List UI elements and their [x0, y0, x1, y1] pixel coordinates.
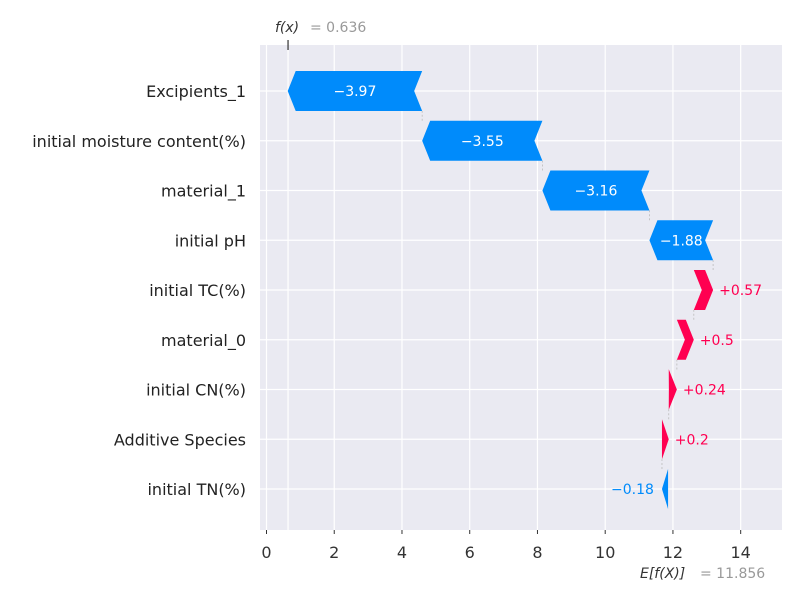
- bar-value-label: +0.5: [700, 333, 734, 349]
- bar-value-label: −3.55: [461, 134, 504, 150]
- connectors: [421, 111, 714, 469]
- x-tick-label: 6: [465, 543, 475, 562]
- waterfall-bar: [649, 220, 714, 261]
- efx-value: = 11.856: [700, 566, 765, 582]
- feature-label: initial CN(%): [146, 381, 246, 400]
- bar-value-label: +0.24: [683, 383, 726, 399]
- feature-label: material_0: [161, 331, 246, 351]
- waterfall-bar: [676, 319, 694, 360]
- x-tick-label: 12: [663, 543, 683, 562]
- feature-label: Excipients_1: [146, 82, 246, 102]
- x-tick-label: 14: [731, 543, 751, 562]
- bar-value-label: +0.2: [675, 432, 709, 448]
- bar-value-label: −3.16: [574, 184, 617, 200]
- x-tick-label: 10: [595, 543, 615, 562]
- feature-label: material_1: [161, 182, 246, 202]
- feature-label: Additive Species: [114, 430, 246, 449]
- feature-label: initial TC(%): [149, 281, 246, 300]
- waterfall-bar: [668, 369, 677, 410]
- x-tick-label: 8: [532, 543, 542, 562]
- waterfall-bar: [422, 120, 543, 161]
- efx-annotation: E[f(X)] = 11.856: [640, 566, 765, 582]
- efx-label: E[f(X)]: [640, 566, 685, 582]
- waterfall-bar: [661, 469, 669, 509]
- x-tick-label: 2: [329, 543, 339, 562]
- feature-label: initial TN(%): [147, 480, 246, 499]
- x-tick-label: 4: [397, 543, 407, 562]
- fx-value: = 0.636: [310, 20, 366, 36]
- bars: −3.97 −3.55 −3.16 −1.88 +0.57 +0.5 +0.24 +0.2 −0…: [287, 71, 762, 509]
- fx-annotation: f(x) = 0.636: [275, 20, 366, 50]
- waterfall-bar: [542, 170, 650, 211]
- bar-value-label: −3.97: [333, 84, 376, 100]
- x-axis-ticks: 0 2 4 6 8 10 12 14: [261, 530, 751, 562]
- waterfall-bar: [287, 71, 423, 111]
- bar-value-label: −0.18: [611, 482, 654, 498]
- x-tick-label: 0: [261, 543, 271, 562]
- fx-label: f(x): [275, 20, 299, 36]
- waterfall-bar: [693, 270, 714, 310]
- waterfall-bar: [661, 419, 669, 460]
- feature-label: initial moisture content(%): [32, 132, 246, 151]
- feature-label: initial pH: [175, 231, 246, 250]
- bar-value-label: −1.88: [660, 233, 703, 249]
- bar-value-label: +0.57: [719, 283, 762, 299]
